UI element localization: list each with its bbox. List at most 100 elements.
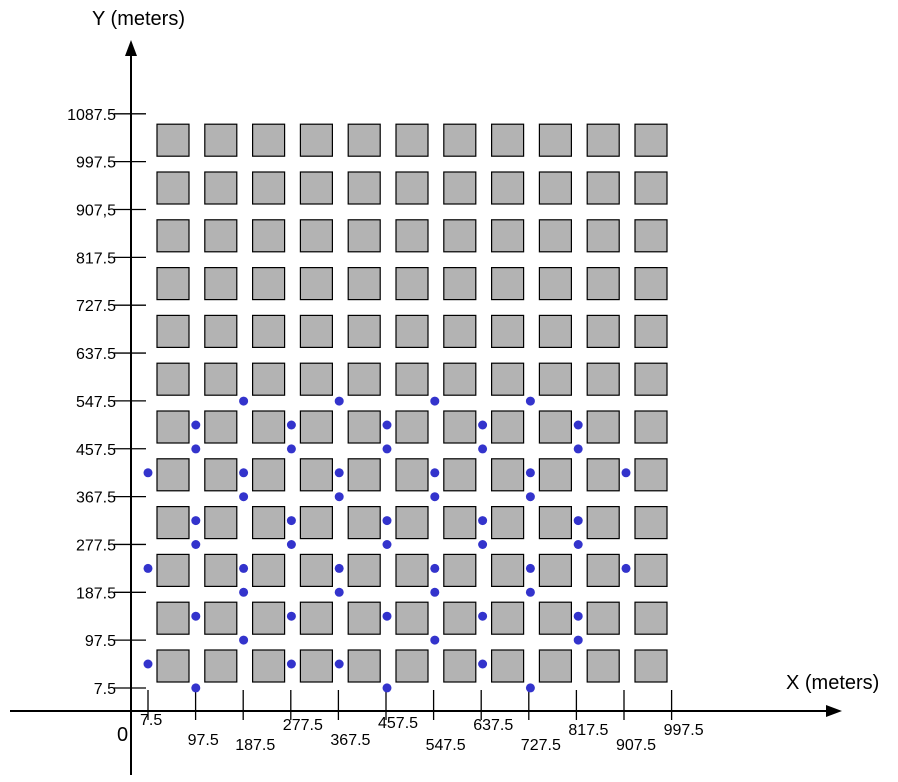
building-block xyxy=(204,171,238,205)
sensor-marker xyxy=(334,587,344,597)
building-block xyxy=(347,458,381,492)
sensor-marker xyxy=(430,396,440,406)
building-block xyxy=(204,553,238,588)
building-block xyxy=(634,171,668,205)
marker-layer xyxy=(143,396,631,693)
block-grid xyxy=(156,123,668,683)
building-block xyxy=(443,123,477,157)
building-block xyxy=(586,458,620,492)
building-block xyxy=(491,123,525,157)
building-block xyxy=(586,601,620,635)
building-block xyxy=(538,553,573,588)
sensor-marker xyxy=(382,611,392,621)
x-axis-arrowhead xyxy=(826,705,842,717)
sensor-marker xyxy=(239,563,249,573)
building-block xyxy=(347,219,381,253)
sensor-marker xyxy=(382,420,392,430)
building-block xyxy=(538,458,573,492)
building-block xyxy=(252,410,286,444)
building-block xyxy=(395,219,429,253)
building-block xyxy=(443,506,477,540)
x-tick-label: 457.5 xyxy=(378,715,418,732)
building-block xyxy=(395,123,429,157)
sensor-marker xyxy=(478,420,488,430)
building-block xyxy=(347,410,381,444)
building-block xyxy=(443,458,477,492)
y-tick-label: 367.5 xyxy=(76,490,116,507)
sensor-marker xyxy=(286,611,296,621)
building-block xyxy=(538,123,573,157)
sensor-marker xyxy=(478,444,488,454)
building-block xyxy=(252,649,286,683)
building-block xyxy=(491,314,525,348)
building-block xyxy=(395,267,429,301)
sensor-marker xyxy=(382,444,392,454)
building-block xyxy=(252,601,286,635)
sensor-marker xyxy=(525,683,535,693)
building-block xyxy=(491,219,525,253)
sensor-marker xyxy=(525,492,535,502)
sensor-marker xyxy=(334,468,344,478)
x-tick-label: 367.5 xyxy=(330,732,370,749)
building-block xyxy=(538,219,573,253)
y-tick-label: 97.5 xyxy=(85,633,116,650)
sensor-marker xyxy=(573,420,583,430)
sensor-marker xyxy=(430,587,440,597)
building-block xyxy=(586,123,620,157)
building-block xyxy=(299,601,333,635)
x-tick-label: 97.5 xyxy=(188,732,219,749)
sensor-marker xyxy=(382,683,392,693)
sensor-marker xyxy=(334,659,344,669)
building-block xyxy=(538,506,573,540)
building-block xyxy=(204,601,238,635)
building-block xyxy=(204,219,238,253)
building-block xyxy=(395,506,429,540)
sensor-marker xyxy=(239,396,249,406)
sensor-marker xyxy=(143,468,153,478)
sensor-marker xyxy=(239,587,249,597)
sensor-marker xyxy=(191,516,201,526)
x-tick-label: 727.5 xyxy=(521,737,561,754)
building-block xyxy=(538,314,573,348)
building-block xyxy=(538,601,573,635)
building-block xyxy=(395,553,429,588)
sensor-marker xyxy=(382,540,392,549)
building-block xyxy=(443,410,477,444)
x-tick-label: 187.5 xyxy=(235,737,275,754)
y-tick-label: 277.5 xyxy=(76,537,116,554)
y-axis-ticks: 7.5 97.5 187.5 277.5 367.5 457.5 547.5 637.5 727… xyxy=(67,107,146,698)
building-block xyxy=(491,410,525,444)
building-block xyxy=(299,649,333,683)
building-block xyxy=(491,553,525,588)
sensor-marker xyxy=(478,540,488,549)
y-tick-label: 997.5 xyxy=(76,155,116,172)
building-block xyxy=(252,219,286,253)
building-block xyxy=(156,649,190,683)
building-block xyxy=(634,506,668,540)
building-block xyxy=(586,506,620,540)
x-tick-label: 997.5 xyxy=(664,722,704,739)
building-block xyxy=(347,171,381,205)
building-block xyxy=(347,649,381,683)
y-axis-arrowhead xyxy=(125,40,137,56)
building-block xyxy=(634,458,668,492)
building-block xyxy=(204,123,238,157)
building-block xyxy=(252,267,286,301)
sensor-marker xyxy=(430,492,440,502)
sensor-marker xyxy=(525,587,535,597)
building-block xyxy=(299,458,333,492)
sensor-marker xyxy=(334,396,344,406)
building-block xyxy=(299,171,333,205)
building-block xyxy=(395,410,429,444)
building-block xyxy=(299,267,333,301)
building-block xyxy=(586,553,620,588)
building-block xyxy=(586,649,620,683)
origin-label: 0 xyxy=(117,724,128,746)
building-block xyxy=(204,506,238,540)
sensor-marker xyxy=(286,659,296,669)
building-block xyxy=(395,171,429,205)
building-block xyxy=(586,362,620,396)
sensor-marker xyxy=(143,659,153,669)
building-block xyxy=(443,314,477,348)
